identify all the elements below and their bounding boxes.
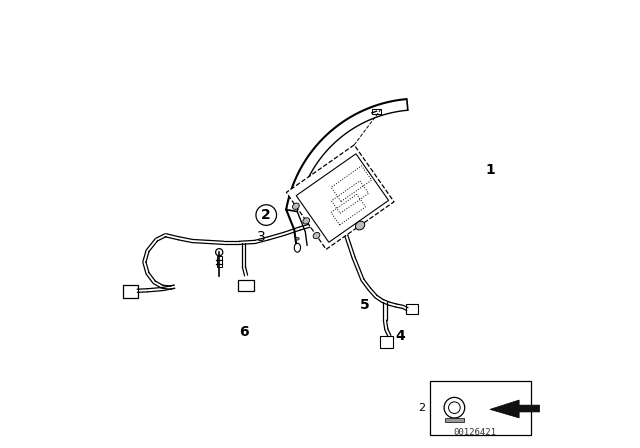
Polygon shape	[286, 145, 394, 250]
Text: 1: 1	[485, 163, 495, 177]
Bar	[372, 109, 381, 114]
Text: 2: 2	[418, 403, 425, 413]
Polygon shape	[296, 154, 388, 242]
Text: 3: 3	[257, 230, 266, 245]
Bar	[445, 418, 464, 422]
Text: 4: 4	[396, 329, 406, 343]
Ellipse shape	[296, 237, 299, 240]
Ellipse shape	[303, 218, 310, 224]
Ellipse shape	[355, 221, 365, 230]
Ellipse shape	[313, 233, 320, 239]
Text: 00126421: 00126421	[453, 428, 496, 437]
Ellipse shape	[292, 203, 300, 209]
Text: 2: 2	[261, 208, 271, 222]
Bar	[430, 381, 531, 435]
Text: 6: 6	[239, 324, 249, 339]
Text: 5: 5	[360, 297, 370, 312]
Polygon shape	[490, 400, 540, 418]
Bar	[216, 256, 222, 267]
